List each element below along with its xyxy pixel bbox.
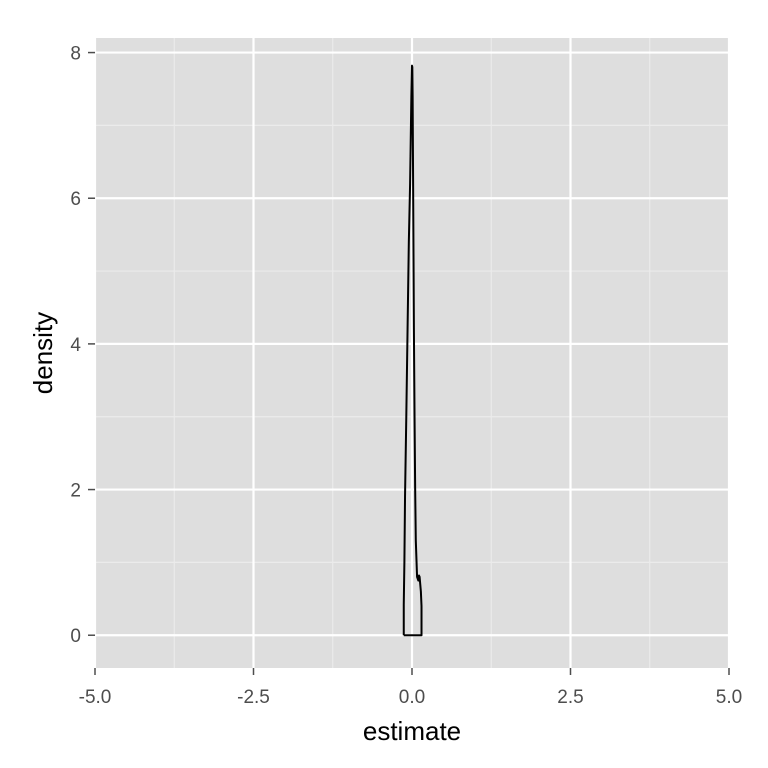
density-curve	[402, 64, 423, 637]
y-tick-label: 8	[70, 44, 81, 65]
y-tick-label: 6	[70, 189, 81, 210]
y-tick-label: 2	[70, 481, 81, 502]
x-tick-label: 0.0	[399, 687, 425, 708]
y-tick-labels: 0 2 4 6 8	[70, 44, 81, 648]
series-layer	[402, 64, 423, 637]
x-tick-label: 2.5	[557, 687, 583, 708]
x-tick-label: -2.5	[237, 687, 270, 708]
y-axis-title: density	[28, 312, 58, 394]
axis-ticks	[88, 51, 730, 675]
x-tick-label: 5.0	[716, 687, 742, 708]
x-tick-labels: -5.0 -2.5 0.0 2.5 5.0	[79, 687, 743, 708]
y-tick-label: 4	[70, 335, 81, 356]
x-axis-title: estimate	[363, 716, 461, 746]
x-tick-label: -5.0	[79, 687, 112, 708]
y-tick-label: 0	[70, 626, 81, 647]
